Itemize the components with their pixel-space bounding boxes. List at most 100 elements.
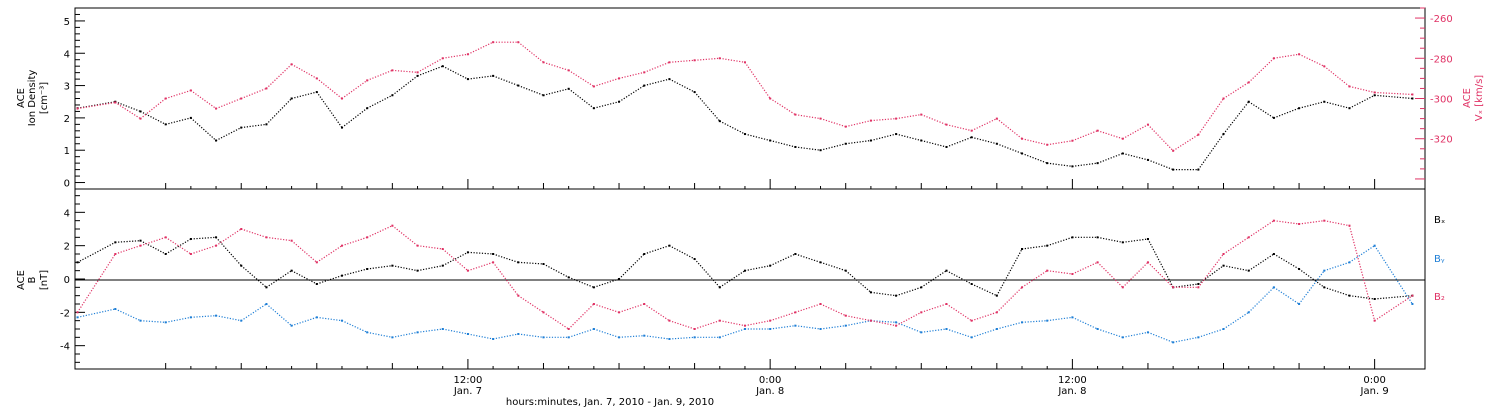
series-segment (795, 253, 821, 263)
series-segment (1021, 320, 1048, 323)
top-ylabel-line2: Ion Density (27, 70, 38, 127)
series-segment (518, 333, 544, 338)
series-segment (895, 311, 922, 327)
series-segment (1072, 162, 1098, 167)
series-segment (1374, 245, 1413, 305)
series-segment (1248, 57, 1275, 83)
series-segment (719, 57, 746, 63)
top-data-points (76, 41, 1414, 171)
series-segment (1374, 295, 1413, 300)
series-segment (568, 276, 595, 288)
data-point (1411, 294, 1414, 297)
series-segment (543, 263, 569, 278)
series-segment (1122, 152, 1149, 161)
series-segment (442, 248, 469, 272)
series-segment (1047, 270, 1073, 275)
series-segment (568, 88, 595, 109)
series-segment (366, 94, 393, 109)
series-segment (1223, 236, 1250, 255)
y-tick-label: 2 (64, 242, 70, 253)
series-segment (1072, 261, 1098, 275)
legend: Bₓ Bᵧ B₂ (1434, 215, 1445, 303)
series-segment (946, 328, 972, 338)
series-segment (845, 120, 872, 128)
series-segment (770, 325, 796, 330)
series-segment (1374, 91, 1413, 96)
y-tick-label: 1 (64, 146, 70, 157)
series-segment (644, 335, 670, 340)
y-tick-label: 5 (64, 17, 70, 28)
data-point (340, 126, 343, 129)
series-segment (1047, 316, 1073, 322)
x-tick-time: 12:00 (453, 375, 482, 386)
x-tick-date: Jan. 8 (1057, 386, 1086, 397)
series-segment (795, 303, 821, 313)
series-segment (1298, 270, 1325, 305)
series-segment (492, 333, 519, 340)
series-segment (165, 238, 192, 255)
series-segment (190, 89, 217, 110)
top-panel: 0 1 2 3 4 5 -260 -280 -300 -320 ACE Ion Density … (16, 7, 1485, 190)
series-segment (190, 315, 217, 318)
series-segment (946, 136, 972, 148)
series-segment (316, 245, 343, 263)
top-right-ylabel-line2: Vₓ [km/s] (1474, 75, 1485, 121)
series-segment (467, 333, 494, 340)
series-segment (165, 117, 192, 125)
series-segment (1021, 245, 1048, 250)
series-segment (291, 316, 317, 327)
y-tick-label: 2 (64, 114, 70, 125)
bottom-ylabel-line2: B (27, 276, 38, 283)
y-right-tick-label: -320 (1430, 135, 1453, 146)
series-segment (744, 265, 771, 272)
series-segment (643, 303, 670, 322)
series-segment (417, 328, 443, 333)
series-segment (1298, 101, 1325, 109)
series-segment (971, 118, 998, 132)
top-ylabel-unit: [cm⁻³] (39, 82, 50, 114)
series-segment (391, 225, 418, 247)
series-segment (618, 71, 645, 79)
series-segment (644, 245, 670, 255)
series-segment (140, 110, 166, 125)
series-segment (1122, 331, 1149, 338)
series-segment (744, 133, 771, 142)
series-segment (240, 303, 267, 322)
series-segment (77, 308, 116, 318)
series-segment (467, 41, 494, 55)
series-segment (946, 303, 972, 322)
bottom-data-points (76, 219, 1414, 344)
series-segment (1147, 261, 1174, 288)
series-segment (744, 61, 771, 99)
series-segment (1172, 134, 1199, 152)
series-segment (845, 139, 871, 145)
bottom-ylabel-unit: [nT] (39, 270, 50, 290)
series-segment (996, 143, 1023, 155)
series-segment (1248, 101, 1275, 119)
series-segment (215, 127, 242, 142)
series-segment (921, 328, 947, 333)
series-segment (1047, 236, 1073, 247)
series-segment (719, 328, 746, 338)
series-segment (1324, 101, 1350, 109)
series-segment (769, 97, 796, 116)
series-segment (341, 79, 368, 99)
series-segment (820, 303, 846, 317)
series-segment (744, 320, 771, 327)
series-segment (618, 303, 645, 313)
x-tick-date: Jan. 8 (755, 386, 784, 397)
series-segment (996, 248, 1023, 296)
series-segment (795, 325, 821, 330)
series-segment (643, 61, 670, 73)
series-segment (1122, 124, 1149, 140)
series-segment (593, 328, 620, 338)
series-segment (1348, 225, 1376, 321)
series-segment (265, 98, 293, 125)
series-segment (492, 75, 519, 87)
series-segment (1248, 253, 1275, 272)
series-segment (820, 325, 846, 330)
series-segment (341, 320, 368, 333)
series-segment (543, 61, 569, 71)
